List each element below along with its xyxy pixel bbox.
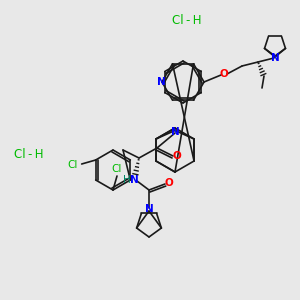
Text: Cl: Cl — [112, 164, 122, 174]
Text: O: O — [172, 151, 182, 161]
Text: Cl - H: Cl - H — [14, 148, 44, 161]
Text: N: N — [271, 53, 279, 63]
Text: Cl: Cl — [67, 160, 78, 170]
Text: Cl - H: Cl - H — [172, 14, 202, 27]
Text: O: O — [220, 69, 228, 79]
Text: N: N — [171, 127, 179, 137]
Text: H: H — [123, 175, 131, 185]
Text: N: N — [145, 204, 153, 214]
Text: O: O — [165, 178, 173, 188]
Text: N: N — [130, 175, 138, 185]
Text: N: N — [157, 77, 165, 87]
